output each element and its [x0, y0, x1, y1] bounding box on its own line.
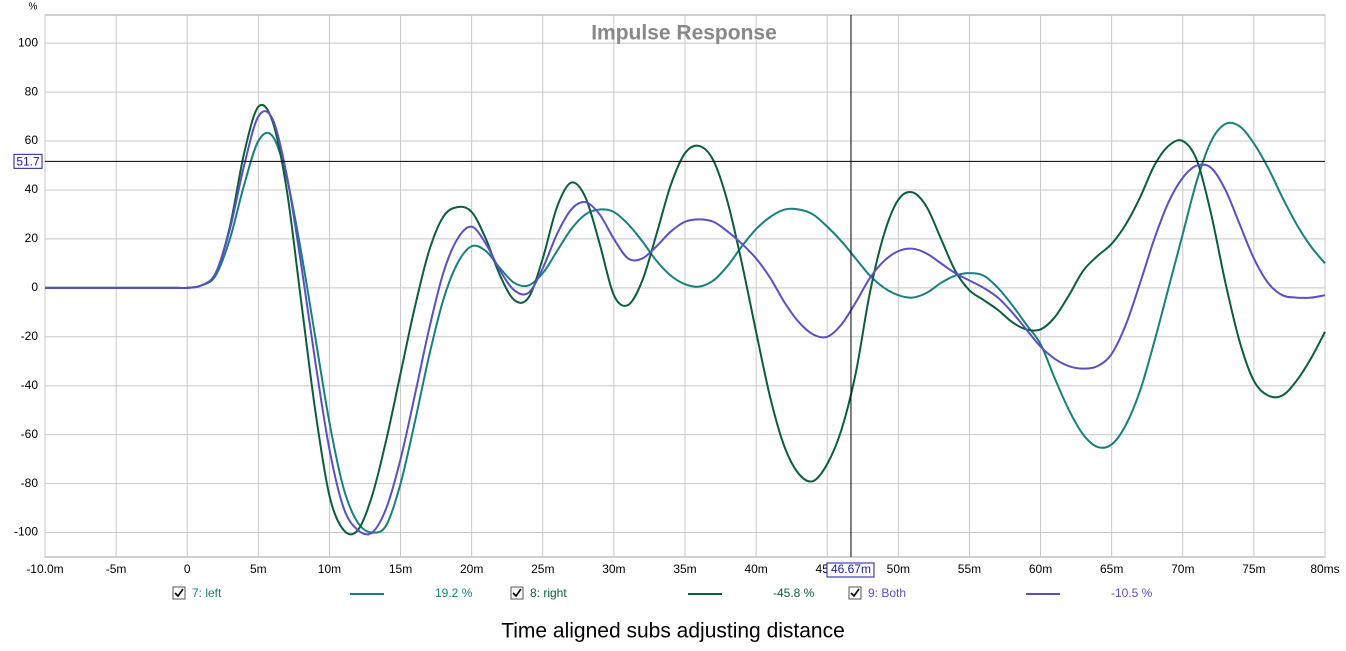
caption: Time aligned subs adjusting distance [501, 620, 845, 643]
y-tick-label: -60 [21, 427, 39, 441]
y-tick-label: -20 [21, 329, 39, 343]
x-tick-label: 15m [389, 562, 412, 576]
y-tick-label: 0 [31, 280, 38, 294]
x-tick-label: 0 [184, 562, 191, 576]
legend-value: -45.8 % [773, 586, 815, 600]
x-tick-label: 80ms [1310, 562, 1339, 576]
cursor-y-label: 51.7 [16, 154, 40, 168]
legend-checkbox [848, 586, 862, 600]
legend-label: 9: Both [868, 586, 906, 600]
legend-check [174, 588, 184, 598]
y-tick-label: -40 [21, 378, 39, 392]
x-tick-label: -10.0m [26, 562, 63, 576]
y-tick-label: 20 [25, 231, 39, 245]
legend-checkbox [172, 586, 186, 600]
y-tick-label: 100 [18, 35, 38, 49]
x-tick-label: 10m [318, 562, 341, 576]
chart-title: Impulse Response [591, 22, 777, 45]
series-line [45, 110, 1326, 536]
x-tick-label: 50m [887, 562, 910, 576]
x-tick-label: 40m [744, 562, 767, 576]
y-tick-label: 80 [25, 84, 39, 98]
x-tick-label: 25m [531, 562, 554, 576]
cursor-y-box [13, 153, 43, 169]
x-tick-label: 55m [958, 562, 981, 576]
y-tick-label: -100 [14, 525, 38, 539]
x-tick-label: 60m [1029, 562, 1052, 576]
y-tick-label: 60 [25, 133, 39, 147]
legend-check [850, 588, 860, 598]
series-line [45, 121, 1326, 534]
x-tick-label: 5m [250, 562, 267, 576]
x-tick-label: 35m [673, 562, 696, 576]
x-tick-label: -5m [106, 562, 127, 576]
y-tick-label: -80 [21, 476, 39, 490]
cursor-x-box [826, 562, 875, 578]
legend-label: 8: right [530, 586, 567, 600]
legend-label: 7: left [192, 586, 222, 600]
legend-value: 19.2 % [435, 586, 473, 600]
x-tick-label: 75m [1242, 562, 1265, 576]
legend-value: -10.5 % [1111, 586, 1153, 600]
x-tick-label: 65m [1100, 562, 1123, 576]
y-unit: % [29, 2, 38, 13]
legend-check [512, 588, 522, 598]
cursor-x-label: 46.67m [831, 562, 871, 576]
y-tick-label: 40 [25, 182, 39, 196]
x-tick-label: 30m [602, 562, 625, 576]
x-tick-label: 70m [1171, 562, 1194, 576]
legend-checkbox [510, 586, 524, 600]
x-tick-label: 20m [460, 562, 483, 576]
